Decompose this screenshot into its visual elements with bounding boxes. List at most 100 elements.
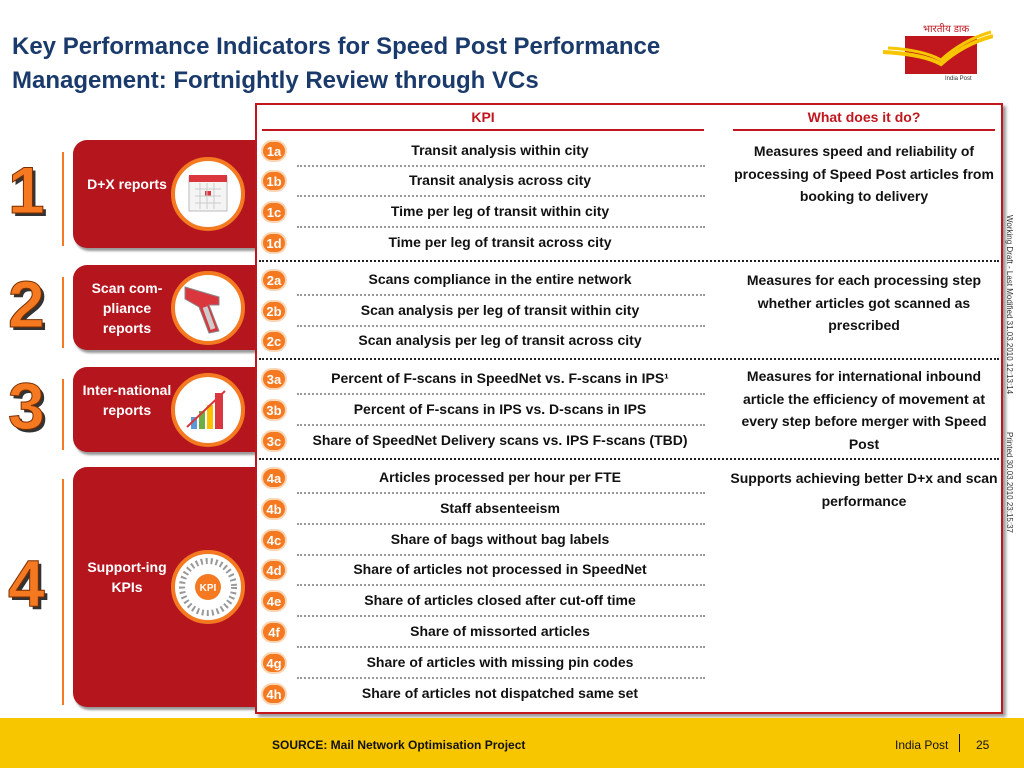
kpi-row: 4h Share of articles not dispatched same …	[261, 683, 709, 707]
calendar-icon	[171, 157, 245, 231]
kpi-icon: KPI	[171, 550, 245, 624]
kpi-description: Measures for international inbound artic…	[741, 368, 987, 452]
kpi-id-badge: 4a	[261, 467, 287, 489]
kpi-row: 2a Scans compliance in the entire network	[261, 269, 709, 293]
kpi-text: Share of SpeedNet Delivery scans vs. IPS…	[312, 432, 688, 448]
row-divider	[297, 615, 705, 617]
kpi-row: 1c Time per leg of transit within city	[261, 201, 709, 225]
row-divider	[297, 195, 705, 197]
kpi-row: 4e Share of articles closed after cut-off…	[261, 590, 709, 614]
row-divider	[297, 492, 705, 494]
printed-note: Printed 30.03.2010 23:15:37	[1005, 432, 1014, 533]
kpi-id-badge: 2b	[261, 300, 287, 322]
kpi-description: Supports achieving better D+x and scan p…	[730, 470, 998, 509]
kpi-text: Articles processed per hour per FTE	[379, 469, 621, 485]
footer-org: India Post	[895, 738, 949, 752]
kpi-text: Scans compliance in the entire network	[368, 271, 632, 287]
kpi-id-badge: 1a	[261, 140, 287, 162]
source-text: SOURCE: Mail Network Optimisation Projec…	[272, 738, 526, 752]
kpi-row: 3b Percent of F-scans in IPS vs. D-scans …	[261, 399, 709, 423]
group-label: Inter-national reports	[82, 381, 172, 418]
group-divider-line	[62, 379, 64, 450]
row-divider	[297, 554, 705, 556]
kpi-row: 2b Scan analysis per leg of transit withi…	[261, 300, 709, 324]
kpi-row: 4d Share of articles not processed in Spe…	[261, 559, 709, 583]
kpi-id-badge: 4c	[261, 529, 287, 551]
kpi-row: 3c Share of SpeedNet Delivery scans vs. I…	[261, 430, 709, 454]
kpi-header: KPI	[262, 109, 704, 131]
svg-text:KPI: KPI	[200, 583, 217, 594]
kpi-row: 2c Scan analysis per leg of transit acros…	[261, 330, 709, 354]
svg-text:India Post: India Post	[945, 76, 972, 82]
group-divider-line	[62, 277, 64, 348]
kpi-id-badge: 4h	[261, 683, 287, 705]
group-divider-line	[62, 152, 64, 246]
page-number: 25	[976, 738, 990, 752]
footer: SOURCE: Mail Network Optimisation Projec…	[0, 718, 1024, 768]
group-separator	[259, 358, 999, 360]
svg-text:भारतीय डाक: भारतीय डाक	[923, 23, 970, 35]
kpi-id-badge: 4f	[261, 621, 287, 643]
kpi-id-badge: 2a	[261, 269, 287, 291]
kpi-text: Transit analysis within city	[411, 142, 589, 158]
group-number: 3	[8, 368, 46, 443]
group-label: Scan com-pliance reports	[91, 279, 163, 336]
kpi-id-badge: 3a	[261, 368, 287, 390]
kpi-text: Percent of F-scans in SpeedNet vs. F-sca…	[331, 370, 669, 386]
kpi-text: Share of articles with missing pin codes	[366, 654, 634, 670]
group-label: D+X reports	[87, 176, 167, 192]
group-label: Support-ing KPIs	[87, 559, 167, 595]
barcode-scanner-icon	[171, 270, 245, 345]
row-divider	[297, 523, 705, 525]
group-number: 2	[8, 266, 46, 341]
group-separator	[259, 458, 999, 460]
kpi-row: 4g Share of articles with missing pin cod…	[261, 652, 709, 676]
kpi-id-badge: 1b	[261, 170, 287, 192]
title-line-1: Key Performance Indicators for Speed Pos…	[12, 33, 661, 60]
group-box-1: D+X reports	[73, 140, 257, 248]
kpi-text: Scan analysis per leg of transit within …	[360, 302, 640, 318]
kpi-id-badge: 4b	[261, 498, 287, 520]
row-divider	[297, 325, 705, 327]
row-divider	[297, 584, 705, 586]
kpi-id-badge: 1d	[261, 232, 287, 254]
row-divider	[297, 165, 705, 167]
page-title: Key Performance Indicators for Speed Pos…	[12, 30, 660, 98]
kpi-text: Transit analysis across city	[408, 172, 592, 188]
row-divider	[297, 294, 705, 296]
kpi-text: Scan analysis per leg of transit across …	[358, 332, 642, 348]
kpi-row: 1a Transit analysis within city	[261, 140, 709, 164]
kpi-id-badge: 3b	[261, 399, 287, 421]
row-divider	[297, 393, 705, 395]
kpi-text: Share of articles not dispatched same se…	[361, 685, 639, 701]
kpi-description: Measures speed and reliability of proces…	[734, 143, 994, 204]
kpi-row: 4c Share of bags without bag labels	[261, 529, 709, 553]
what-header: What does it do?	[733, 109, 995, 131]
group-number: 4	[8, 546, 46, 621]
kpi-id-badge: 2c	[261, 330, 287, 352]
group-number: 1	[8, 153, 46, 228]
kpi-id-badge: 4d	[261, 559, 287, 581]
row-divider	[297, 226, 705, 228]
row-divider	[297, 424, 705, 426]
row-divider	[297, 646, 705, 648]
group-separator	[259, 260, 999, 262]
kpi-description: Measures for each processing step whethe…	[746, 272, 982, 333]
kpi-id-badge: 1c	[261, 201, 287, 223]
kpi-text: Percent of F-scans in IPS vs. D-scans in…	[353, 401, 647, 417]
row-divider	[297, 677, 705, 679]
kpi-row: 4f Share of missorted articles	[261, 621, 709, 645]
kpi-id-badge: 3c	[261, 430, 287, 452]
kpi-id-badge: 4g	[261, 652, 287, 674]
kpi-text: Share of missorted articles	[410, 623, 590, 639]
kpi-text: Share of bags without bag labels	[390, 531, 610, 547]
footer-divider	[959, 734, 960, 752]
kpi-id-badge: 4e	[261, 590, 287, 612]
bar-chart-icon	[171, 372, 245, 447]
kpi-row: 1d Time per leg of transit across city	[261, 232, 709, 256]
kpi-text: Time per leg of transit within city	[390, 203, 610, 219]
group-box-3: Inter-national reports	[73, 367, 257, 452]
draft-note: Working Draft - Last Modified 31.03.2010…	[1005, 215, 1014, 395]
title-line-2: Management: Fortnightly Review through V…	[12, 67, 539, 94]
kpi-text: Time per leg of transit across city	[388, 234, 612, 250]
